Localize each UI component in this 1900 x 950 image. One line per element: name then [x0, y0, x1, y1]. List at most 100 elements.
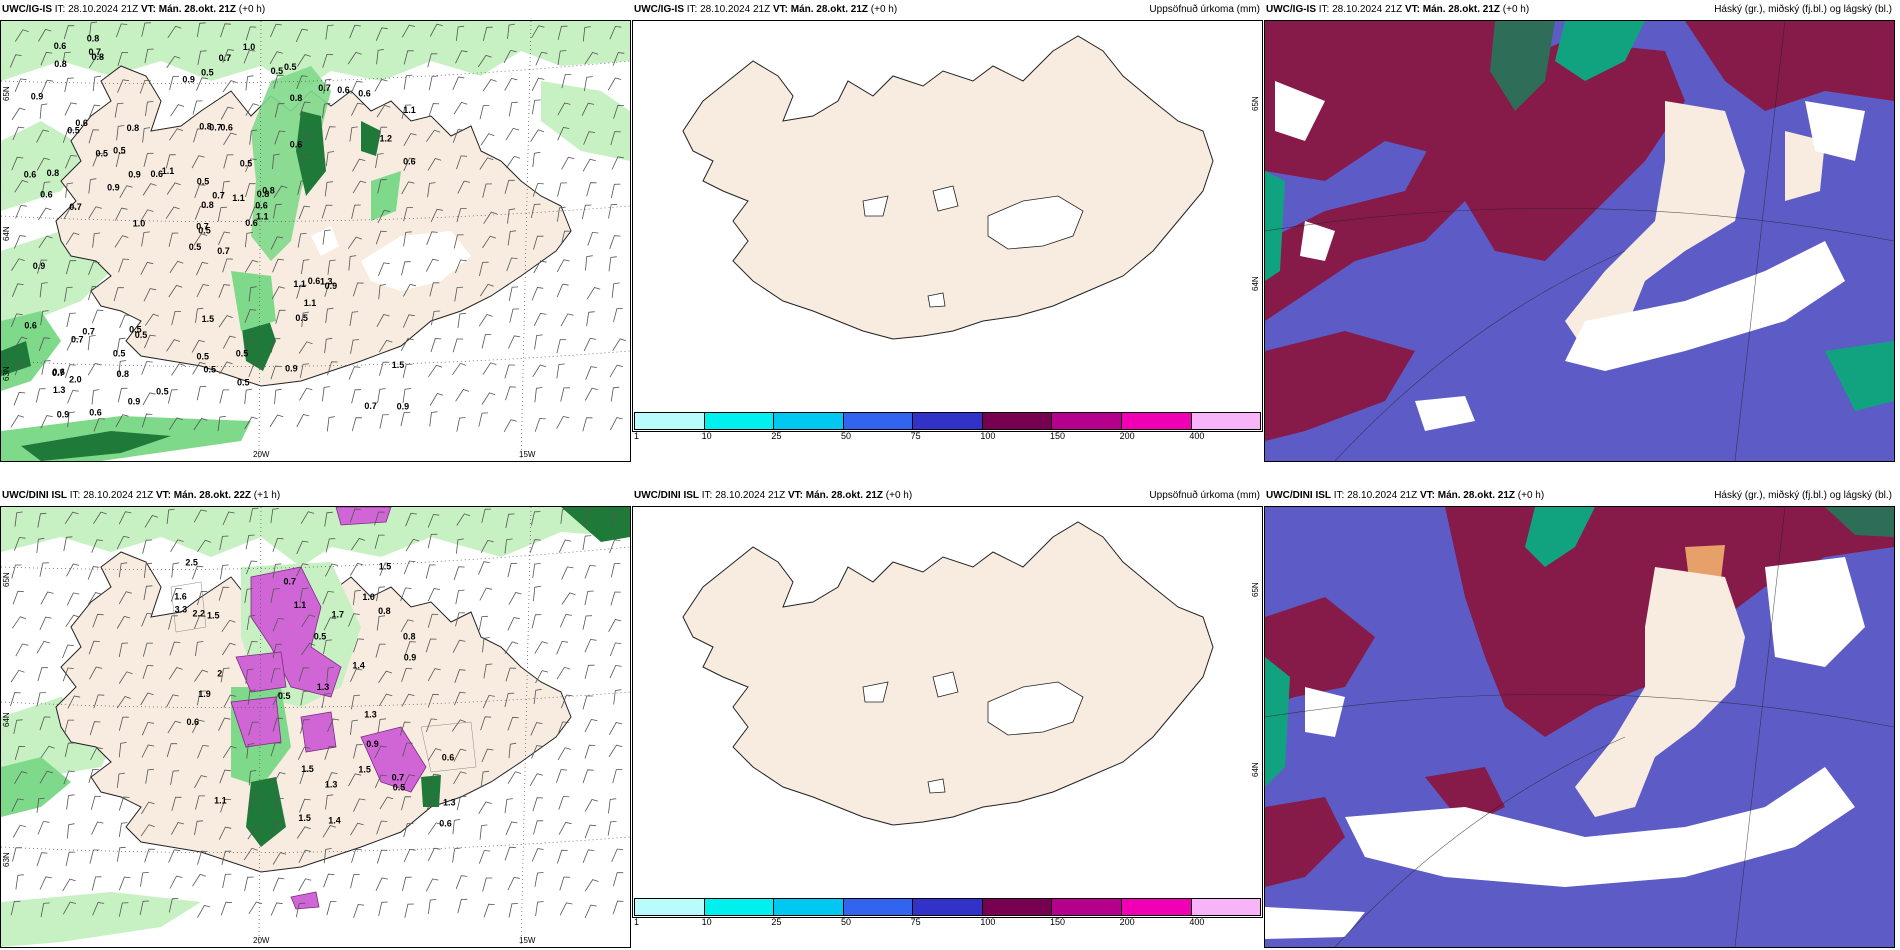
legend-tick-label: 10 [701, 917, 712, 927]
wind-barb [193, 233, 208, 246]
wind-barb [586, 182, 597, 197]
wind-barb [530, 203, 541, 219]
wind-barb [10, 669, 25, 683]
wind-barb [560, 694, 573, 709]
wind-barb [326, 901, 337, 916]
map-frame[interactable]: 65N 64N [632, 20, 1263, 432]
precip-value-label: 0.8 [117, 369, 130, 379]
legend-tick-label: 400 [1189, 917, 1205, 927]
wind-barb [193, 509, 207, 523]
wind-barb [270, 365, 282, 380]
wind-barb [118, 511, 132, 525]
wind-barb [428, 899, 437, 915]
wind-barb [92, 902, 105, 916]
wind-barb [456, 538, 464, 554]
wind-barb [39, 616, 52, 630]
lead-time: (+0 h) [1517, 490, 1545, 501]
wind-barb [322, 229, 331, 245]
wind-barb [535, 901, 544, 917]
wind-barb [559, 902, 573, 916]
wind-barb [66, 794, 75, 810]
wind-barb [113, 287, 124, 302]
wind-barb [582, 769, 594, 784]
wind-barb [405, 538, 420, 552]
precip-value-label: 1.4 [328, 816, 341, 826]
precip-legend: 1 10 25 50 75 100 150 200 400 [632, 412, 1263, 442]
wind-barb [530, 722, 543, 736]
wind-barb [36, 640, 50, 654]
precip-value-label: 0.6 [255, 201, 268, 211]
map-frame[interactable] [1264, 506, 1895, 948]
wind-barb [401, 796, 412, 811]
panel-header: UWC/DINI ISL IT: 28.10.2024 21Z VT: Mán.… [1264, 486, 1895, 506]
wind-barb [248, 286, 257, 302]
precip-value-label: 0.5 [189, 242, 202, 252]
wind-barb [119, 314, 132, 328]
precip-value-label: 0.6 [403, 157, 416, 167]
precip-value-label: 0.8 [54, 59, 67, 69]
wind-barb [582, 535, 592, 550]
wind-barb [244, 259, 259, 273]
wind-barb [508, 286, 519, 301]
map-frame[interactable] [1264, 20, 1895, 462]
wind-barb [66, 312, 76, 328]
vt-label: VT: [1419, 490, 1435, 501]
wind-barb [36, 537, 45, 554]
map-frame[interactable]: 65N 64N [632, 506, 1263, 918]
wind-barb [274, 388, 282, 405]
wind-barb [401, 693, 415, 707]
wind-barb [144, 313, 159, 326]
map-frame[interactable]: 0.5 0.5 1.6 0.8 1.5 1.1 1.4 1.0 2 0.6 0.7 1.7 1.3 2.2… [0, 506, 631, 948]
wind-barb [403, 133, 417, 146]
legend-swatch [774, 899, 844, 915]
precip-value-label: 0.5 [240, 159, 253, 169]
wind-barb [375, 27, 388, 41]
precip-value-label: 0.6 [24, 320, 37, 330]
wind-barb [556, 415, 570, 429]
map-frame[interactable]: 0.7 0.5 0.5 0.6 0.8 0.5 0.5 0.6 0.8 0.6 0.8 0.9 0.7 1… [0, 20, 631, 462]
wind-barb [142, 665, 154, 679]
it-label: IT: [1333, 490, 1345, 501]
wind-barb [243, 847, 258, 861]
precip-value-label: 0.7 [318, 83, 331, 93]
wind-barb [169, 641, 181, 656]
wind-barb [37, 512, 47, 528]
precip-value-label: 0.7 [71, 334, 84, 344]
precip-value-label: 2 [217, 669, 222, 679]
wind-barb [15, 874, 24, 890]
wind-barb [269, 414, 284, 428]
wind-barb [535, 51, 548, 66]
wind-barb [376, 49, 385, 65]
wind-barb [611, 282, 620, 298]
panel-clouds-igis: UWC/IG-IS IT: 28.10.2024 21Z VT: Mán. 28… [1264, 0, 1895, 462]
wind-barb [88, 768, 99, 784]
wind-barb [457, 898, 468, 914]
wind-barb [192, 565, 204, 580]
wind-barb [167, 720, 182, 734]
wind-barb [221, 850, 232, 865]
wind-barb [88, 592, 102, 605]
wind-barb [399, 721, 411, 736]
wind-barb [296, 284, 307, 299]
wind-barb [353, 638, 364, 653]
wind-barb [12, 824, 27, 838]
wind-barb [535, 670, 549, 684]
wind-barb [64, 286, 73, 302]
precip-value-label: 0.8 [47, 168, 60, 178]
precip-value-label: 0.7 [392, 773, 405, 783]
wind-barb [481, 334, 492, 349]
vt-value: Mán. 28.okt. 21Z [805, 490, 883, 501]
wind-barb [504, 692, 515, 708]
legend-tick-label: 200 [1119, 917, 1135, 927]
wind-barb [508, 903, 518, 918]
wind-barb [584, 590, 594, 606]
wind-barb [14, 511, 23, 527]
precip-value-label: 0.7 [196, 221, 209, 231]
wind-barb [557, 127, 570, 141]
wind-barb [479, 105, 490, 120]
wind-barb [220, 798, 232, 813]
wind-barb [118, 591, 133, 605]
wind-barb [141, 413, 153, 428]
wind-barb [403, 74, 413, 90]
precip-value-label: 0.7 [364, 401, 377, 411]
